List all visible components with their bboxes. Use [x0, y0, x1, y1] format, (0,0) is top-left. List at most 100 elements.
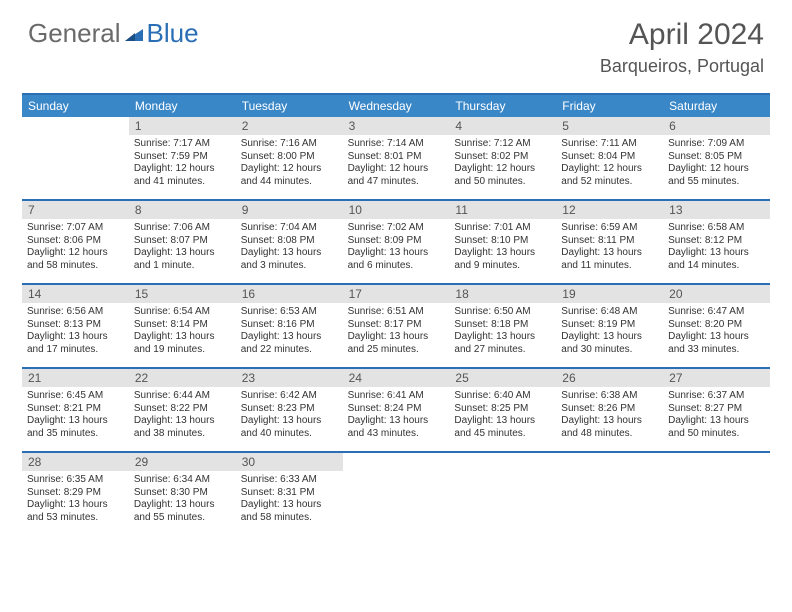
weekday-5: Friday [556, 95, 663, 117]
week-row: 28Sunrise: 6:35 AMSunset: 8:29 PMDayligh… [22, 453, 770, 535]
day-number: 17 [343, 285, 450, 303]
day-number: 4 [449, 117, 556, 135]
weekday-3: Wednesday [343, 95, 450, 117]
day-cell: 5Sunrise: 7:11 AMSunset: 8:04 PMDaylight… [556, 117, 663, 199]
weekday-0: Sunday [22, 95, 129, 117]
day-cell: 18Sunrise: 6:50 AMSunset: 8:18 PMDayligh… [449, 285, 556, 367]
day-cell: 1Sunrise: 7:17 AMSunset: 7:59 PMDaylight… [129, 117, 236, 199]
logo-left: General [28, 18, 121, 49]
logo-icon [123, 23, 145, 45]
day-info: Sunrise: 6:50 AMSunset: 8:18 PMDaylight:… [449, 303, 556, 362]
day-cell: 24Sunrise: 6:41 AMSunset: 8:24 PMDayligh… [343, 369, 450, 451]
weeks-container: 1Sunrise: 7:17 AMSunset: 7:59 PMDaylight… [22, 117, 770, 535]
day-info: Sunrise: 6:48 AMSunset: 8:19 PMDaylight:… [556, 303, 663, 362]
day-cell: 28Sunrise: 6:35 AMSunset: 8:29 PMDayligh… [22, 453, 129, 535]
day-cell: 8Sunrise: 7:06 AMSunset: 8:07 PMDaylight… [129, 201, 236, 283]
day-number: 6 [663, 117, 770, 135]
day-number: 24 [343, 369, 450, 387]
day-info: Sunrise: 6:53 AMSunset: 8:16 PMDaylight:… [236, 303, 343, 362]
day-number: 26 [556, 369, 663, 387]
day-info: Sunrise: 7:01 AMSunset: 8:10 PMDaylight:… [449, 219, 556, 278]
day-info: Sunrise: 7:02 AMSunset: 8:09 PMDaylight:… [343, 219, 450, 278]
day-cell: 4Sunrise: 7:12 AMSunset: 8:02 PMDaylight… [449, 117, 556, 199]
empty-cell [663, 453, 770, 535]
day-cell: 29Sunrise: 6:34 AMSunset: 8:30 PMDayligh… [129, 453, 236, 535]
page-title: April 2024 [600, 18, 764, 52]
empty-cell [343, 453, 450, 535]
day-info: Sunrise: 6:59 AMSunset: 8:11 PMDaylight:… [556, 219, 663, 278]
day-number: 23 [236, 369, 343, 387]
day-number: 3 [343, 117, 450, 135]
day-cell: 23Sunrise: 6:42 AMSunset: 8:23 PMDayligh… [236, 369, 343, 451]
calendar: Sunday Monday Tuesday Wednesday Thursday… [22, 93, 770, 535]
day-cell: 10Sunrise: 7:02 AMSunset: 8:09 PMDayligh… [343, 201, 450, 283]
day-cell: 27Sunrise: 6:37 AMSunset: 8:27 PMDayligh… [663, 369, 770, 451]
day-cell: 20Sunrise: 6:47 AMSunset: 8:20 PMDayligh… [663, 285, 770, 367]
weekday-2: Tuesday [236, 95, 343, 117]
day-info: Sunrise: 7:04 AMSunset: 8:08 PMDaylight:… [236, 219, 343, 278]
day-number: 30 [236, 453, 343, 471]
day-number: 27 [663, 369, 770, 387]
day-info: Sunrise: 6:42 AMSunset: 8:23 PMDaylight:… [236, 387, 343, 446]
weekday-6: Saturday [663, 95, 770, 117]
logo-right: Blue [147, 22, 199, 44]
day-number: 20 [663, 285, 770, 303]
day-number: 16 [236, 285, 343, 303]
day-info: Sunrise: 6:51 AMSunset: 8:17 PMDaylight:… [343, 303, 450, 362]
weekday-header: Sunday Monday Tuesday Wednesday Thursday… [22, 95, 770, 117]
day-info: Sunrise: 6:45 AMSunset: 8:21 PMDaylight:… [22, 387, 129, 446]
day-number: 14 [22, 285, 129, 303]
day-cell: 22Sunrise: 6:44 AMSunset: 8:22 PMDayligh… [129, 369, 236, 451]
day-cell: 13Sunrise: 6:58 AMSunset: 8:12 PMDayligh… [663, 201, 770, 283]
day-info: Sunrise: 6:47 AMSunset: 8:20 PMDaylight:… [663, 303, 770, 362]
day-number: 12 [556, 201, 663, 219]
day-info: Sunrise: 6:35 AMSunset: 8:29 PMDaylight:… [22, 471, 129, 530]
day-cell: 9Sunrise: 7:04 AMSunset: 8:08 PMDaylight… [236, 201, 343, 283]
day-cell: 2Sunrise: 7:16 AMSunset: 8:00 PMDaylight… [236, 117, 343, 199]
day-cell: 12Sunrise: 6:59 AMSunset: 8:11 PMDayligh… [556, 201, 663, 283]
day-cell: 7Sunrise: 7:07 AMSunset: 8:06 PMDaylight… [22, 201, 129, 283]
day-cell: 14Sunrise: 6:56 AMSunset: 8:13 PMDayligh… [22, 285, 129, 367]
day-info: Sunrise: 6:38 AMSunset: 8:26 PMDaylight:… [556, 387, 663, 446]
header: General Blue April 2024 Barqueiros, Port… [0, 0, 792, 85]
day-info: Sunrise: 7:11 AMSunset: 8:04 PMDaylight:… [556, 135, 663, 194]
day-info: Sunrise: 6:41 AMSunset: 8:24 PMDaylight:… [343, 387, 450, 446]
day-cell: 26Sunrise: 6:38 AMSunset: 8:26 PMDayligh… [556, 369, 663, 451]
day-cell: 21Sunrise: 6:45 AMSunset: 8:21 PMDayligh… [22, 369, 129, 451]
day-cell: 17Sunrise: 6:51 AMSunset: 8:17 PMDayligh… [343, 285, 450, 367]
day-info: Sunrise: 7:17 AMSunset: 7:59 PMDaylight:… [129, 135, 236, 194]
empty-cell [22, 117, 129, 199]
day-cell: 15Sunrise: 6:54 AMSunset: 8:14 PMDayligh… [129, 285, 236, 367]
day-info: Sunrise: 6:56 AMSunset: 8:13 PMDaylight:… [22, 303, 129, 362]
day-number: 22 [129, 369, 236, 387]
day-cell: 3Sunrise: 7:14 AMSunset: 8:01 PMDaylight… [343, 117, 450, 199]
day-number: 18 [449, 285, 556, 303]
day-info: Sunrise: 6:33 AMSunset: 8:31 PMDaylight:… [236, 471, 343, 530]
day-number: 1 [129, 117, 236, 135]
day-number: 5 [556, 117, 663, 135]
empty-cell [449, 453, 556, 535]
day-info: Sunrise: 6:44 AMSunset: 8:22 PMDaylight:… [129, 387, 236, 446]
empty-cell [556, 453, 663, 535]
day-cell: 19Sunrise: 6:48 AMSunset: 8:19 PMDayligh… [556, 285, 663, 367]
day-number: 15 [129, 285, 236, 303]
day-info: Sunrise: 6:58 AMSunset: 8:12 PMDaylight:… [663, 219, 770, 278]
day-cell: 25Sunrise: 6:40 AMSunset: 8:25 PMDayligh… [449, 369, 556, 451]
day-number: 29 [129, 453, 236, 471]
logo: General Blue [28, 18, 199, 49]
day-info: Sunrise: 7:12 AMSunset: 8:02 PMDaylight:… [449, 135, 556, 194]
day-number: 2 [236, 117, 343, 135]
day-number: 8 [129, 201, 236, 219]
day-cell: 11Sunrise: 7:01 AMSunset: 8:10 PMDayligh… [449, 201, 556, 283]
day-number: 19 [556, 285, 663, 303]
day-number: 10 [343, 201, 450, 219]
day-info: Sunrise: 6:54 AMSunset: 8:14 PMDaylight:… [129, 303, 236, 362]
day-info: Sunrise: 7:16 AMSunset: 8:00 PMDaylight:… [236, 135, 343, 194]
title-block: April 2024 Barqueiros, Portugal [600, 18, 764, 77]
day-number: 7 [22, 201, 129, 219]
day-info: Sunrise: 6:37 AMSunset: 8:27 PMDaylight:… [663, 387, 770, 446]
day-number: 28 [22, 453, 129, 471]
day-number: 21 [22, 369, 129, 387]
day-info: Sunrise: 7:06 AMSunset: 8:07 PMDaylight:… [129, 219, 236, 278]
day-number: 11 [449, 201, 556, 219]
